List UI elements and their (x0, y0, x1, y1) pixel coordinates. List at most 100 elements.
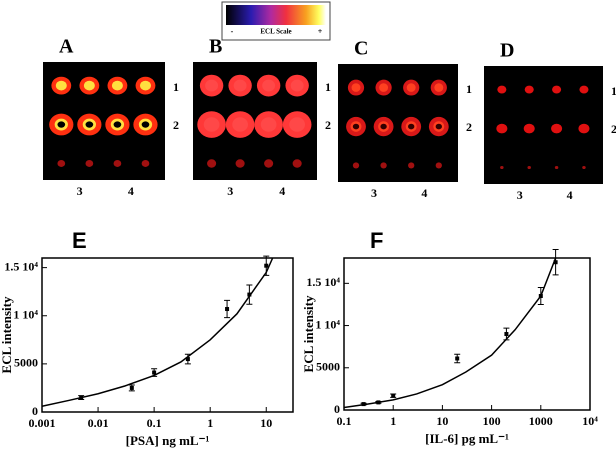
marker (455, 356, 460, 361)
ecl-spot (113, 160, 122, 167)
ecl-spot (292, 159, 302, 168)
x-tick-label: 0.1 (147, 416, 162, 430)
row-label: 2 (611, 122, 616, 136)
fit-line (343, 257, 557, 409)
ecl-spot-core (290, 79, 304, 92)
ecl-spot-core (351, 83, 361, 92)
ecl-spot-core (232, 117, 248, 132)
ecl-spot (435, 162, 442, 169)
scale-title: ECL Scale (260, 28, 291, 36)
x-tick-label: 1 (207, 416, 213, 430)
marker (225, 307, 230, 312)
ecl-spot-hole (141, 121, 150, 128)
ecl-spot (554, 165, 559, 170)
y-tick-label: 5000 (14, 356, 38, 370)
x-tick-label: 100 (483, 414, 501, 428)
y-tick-label: 0 (32, 404, 38, 418)
ecl-spot-hole (352, 123, 360, 130)
row-label: 2 (173, 118, 179, 132)
ecl-spot-core (233, 79, 247, 92)
y-tick-label: 1 10⁴ (315, 317, 340, 331)
ecl-spot-hole (85, 121, 94, 128)
fit-line (41, 257, 274, 407)
marker (553, 260, 558, 265)
marker (129, 385, 134, 390)
y-axis-label: ECL intensity (301, 295, 316, 372)
row-label: 1 (325, 80, 331, 94)
ecl-spot (235, 159, 245, 168)
ecl-spot (578, 123, 590, 134)
marker (185, 357, 190, 362)
row-label: 1 (611, 84, 616, 98)
ecl-spot-core (406, 83, 416, 92)
ecl-spot (552, 85, 562, 94)
ecl-spot-core (379, 83, 389, 92)
ecl-spot (141, 160, 150, 167)
col-label: 3 (371, 186, 377, 200)
ecl-spot (57, 160, 66, 167)
ecl-spot (524, 85, 534, 94)
ecl-spot-core (434, 83, 444, 92)
x-tick-label: 10 (260, 416, 272, 430)
row-label: 2 (466, 120, 472, 134)
y-tick-label: 1.5 10⁴ (306, 275, 340, 289)
ecl-spot (380, 162, 387, 169)
scale-min: - (231, 27, 234, 36)
col-label: 4 (421, 186, 427, 200)
col-label: 3 (517, 188, 523, 202)
x-tick-label: 10⁴ (582, 414, 598, 428)
ecl-spot (579, 85, 589, 94)
row-label: 2 (325, 118, 331, 132)
col-label: 4 (567, 188, 573, 202)
plot-frame (343, 257, 591, 411)
marker (504, 332, 509, 336)
ecl-spot (496, 123, 508, 134)
col-label: 3 (227, 184, 233, 198)
ecl-spot-core (205, 79, 219, 92)
marker (247, 292, 252, 297)
panel-label: D (500, 40, 514, 62)
ecl-spot-core (83, 80, 95, 91)
ecl-spot-hole (113, 121, 122, 128)
ecl-spot-core (262, 79, 276, 92)
ecl-spot-core (289, 117, 306, 132)
ecl-spot-core (111, 80, 123, 91)
x-axis-label: [PSA] ng mL⁻¹ (126, 433, 210, 448)
y-tick-label: 1 10⁴ (13, 308, 38, 322)
scale-gradient (226, 5, 326, 25)
y-tick-label: 5000 (316, 360, 340, 374)
panel-label: B (209, 36, 222, 58)
col-label: 4 (128, 184, 134, 198)
y-tick-label: 0 (334, 402, 340, 416)
marker (152, 370, 157, 375)
ecl-spot (527, 165, 531, 170)
ecl-spot (551, 123, 563, 134)
ecl-spot-hole (435, 123, 442, 130)
ecl-spot (523, 123, 535, 134)
ecl-spot-hole (408, 123, 415, 130)
ecl-spot-core (55, 80, 67, 91)
ecl-spot-hole (57, 121, 66, 128)
ecl-spot-core (203, 117, 220, 132)
x-tick-label: 0.1 (337, 414, 352, 428)
y-axis-label: ECL intensity (0, 296, 14, 373)
marker (391, 393, 396, 398)
panel-label: A (59, 36, 74, 58)
ecl-spot-hole (380, 123, 387, 130)
ecl-spot (207, 159, 217, 168)
panel-label: C (354, 38, 368, 60)
x-tick-label: 10 (436, 414, 448, 428)
col-label: 4 (279, 184, 285, 198)
scale-max: + (318, 27, 323, 36)
row-label: 1 (466, 82, 472, 96)
marker (264, 263, 269, 268)
chart-title: F (370, 228, 383, 253)
col-label: 3 (77, 184, 83, 198)
x-axis-label: [IL-6] pg mL⁻¹ (425, 431, 509, 446)
chart-title: E (72, 228, 87, 253)
ecl-spot (408, 162, 415, 169)
ecl-spot (497, 85, 507, 94)
x-tick-label: 1000 (529, 414, 553, 428)
